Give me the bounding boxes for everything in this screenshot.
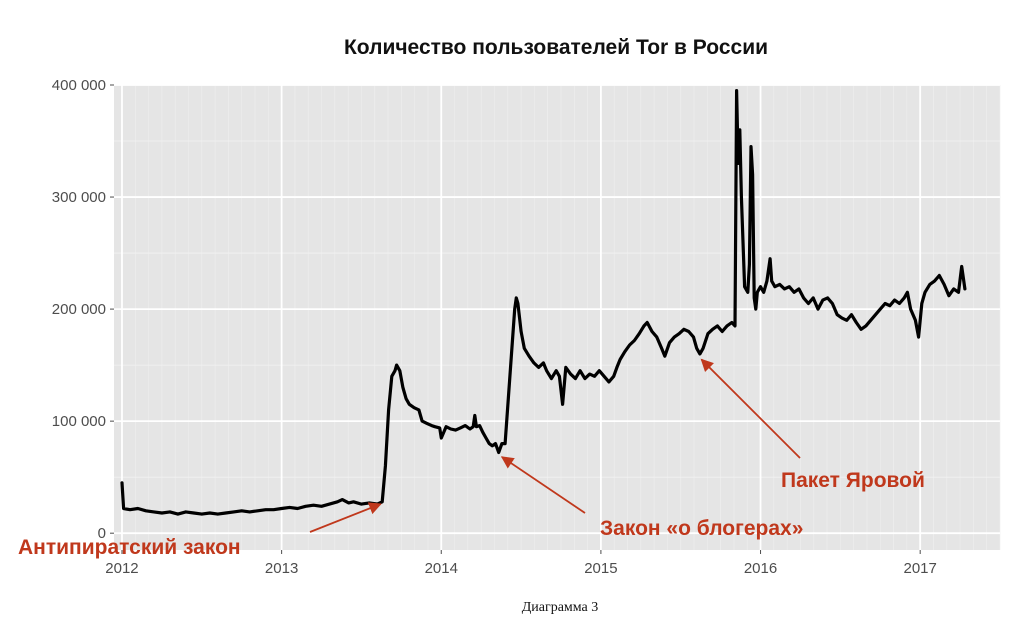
y-tick-label: 400 000 <box>52 77 106 94</box>
x-tick-label: 2013 <box>265 560 298 577</box>
x-axis: 2012 2013 2014 2015 2016 2017 <box>105 550 937 577</box>
annotation-bloggers-law: Закон «о блогерах» <box>600 517 803 540</box>
annotation-yarovaya-package: Пакет Яровой <box>781 469 925 492</box>
grid-lines <box>114 84 1001 550</box>
x-tick-label: 2017 <box>903 560 936 577</box>
annotation-antipiracy-law: Антипиратский закон <box>18 536 241 559</box>
y-tick-label: 100 000 <box>52 413 106 430</box>
series-line <box>120 89 967 516</box>
annotation-arrow-yarovaya <box>700 358 801 459</box>
x-tick-label: 2014 <box>425 560 458 577</box>
x-tick-label: 2016 <box>744 560 777 577</box>
annotations: Антипиратский закон Закон «о блогерах» П… <box>18 358 925 559</box>
y-tick-label: 300 000 <box>52 189 106 206</box>
y-tick-label: 200 000 <box>52 301 106 318</box>
x-tick-label: 2012 <box>105 560 138 577</box>
chart-title: Количество пользователей Tor в России <box>344 36 768 59</box>
y-tick-label: 0 <box>98 525 106 542</box>
annotation-arrow-antipiracy <box>309 502 382 533</box>
figure-caption: Диаграмма 3 <box>522 600 599 615</box>
x-tick-label: 2015 <box>584 560 617 577</box>
annotation-arrow-bloggers <box>500 456 586 514</box>
y-axis: 0 100 000 200 000 300 000 400 000 <box>52 77 114 542</box>
